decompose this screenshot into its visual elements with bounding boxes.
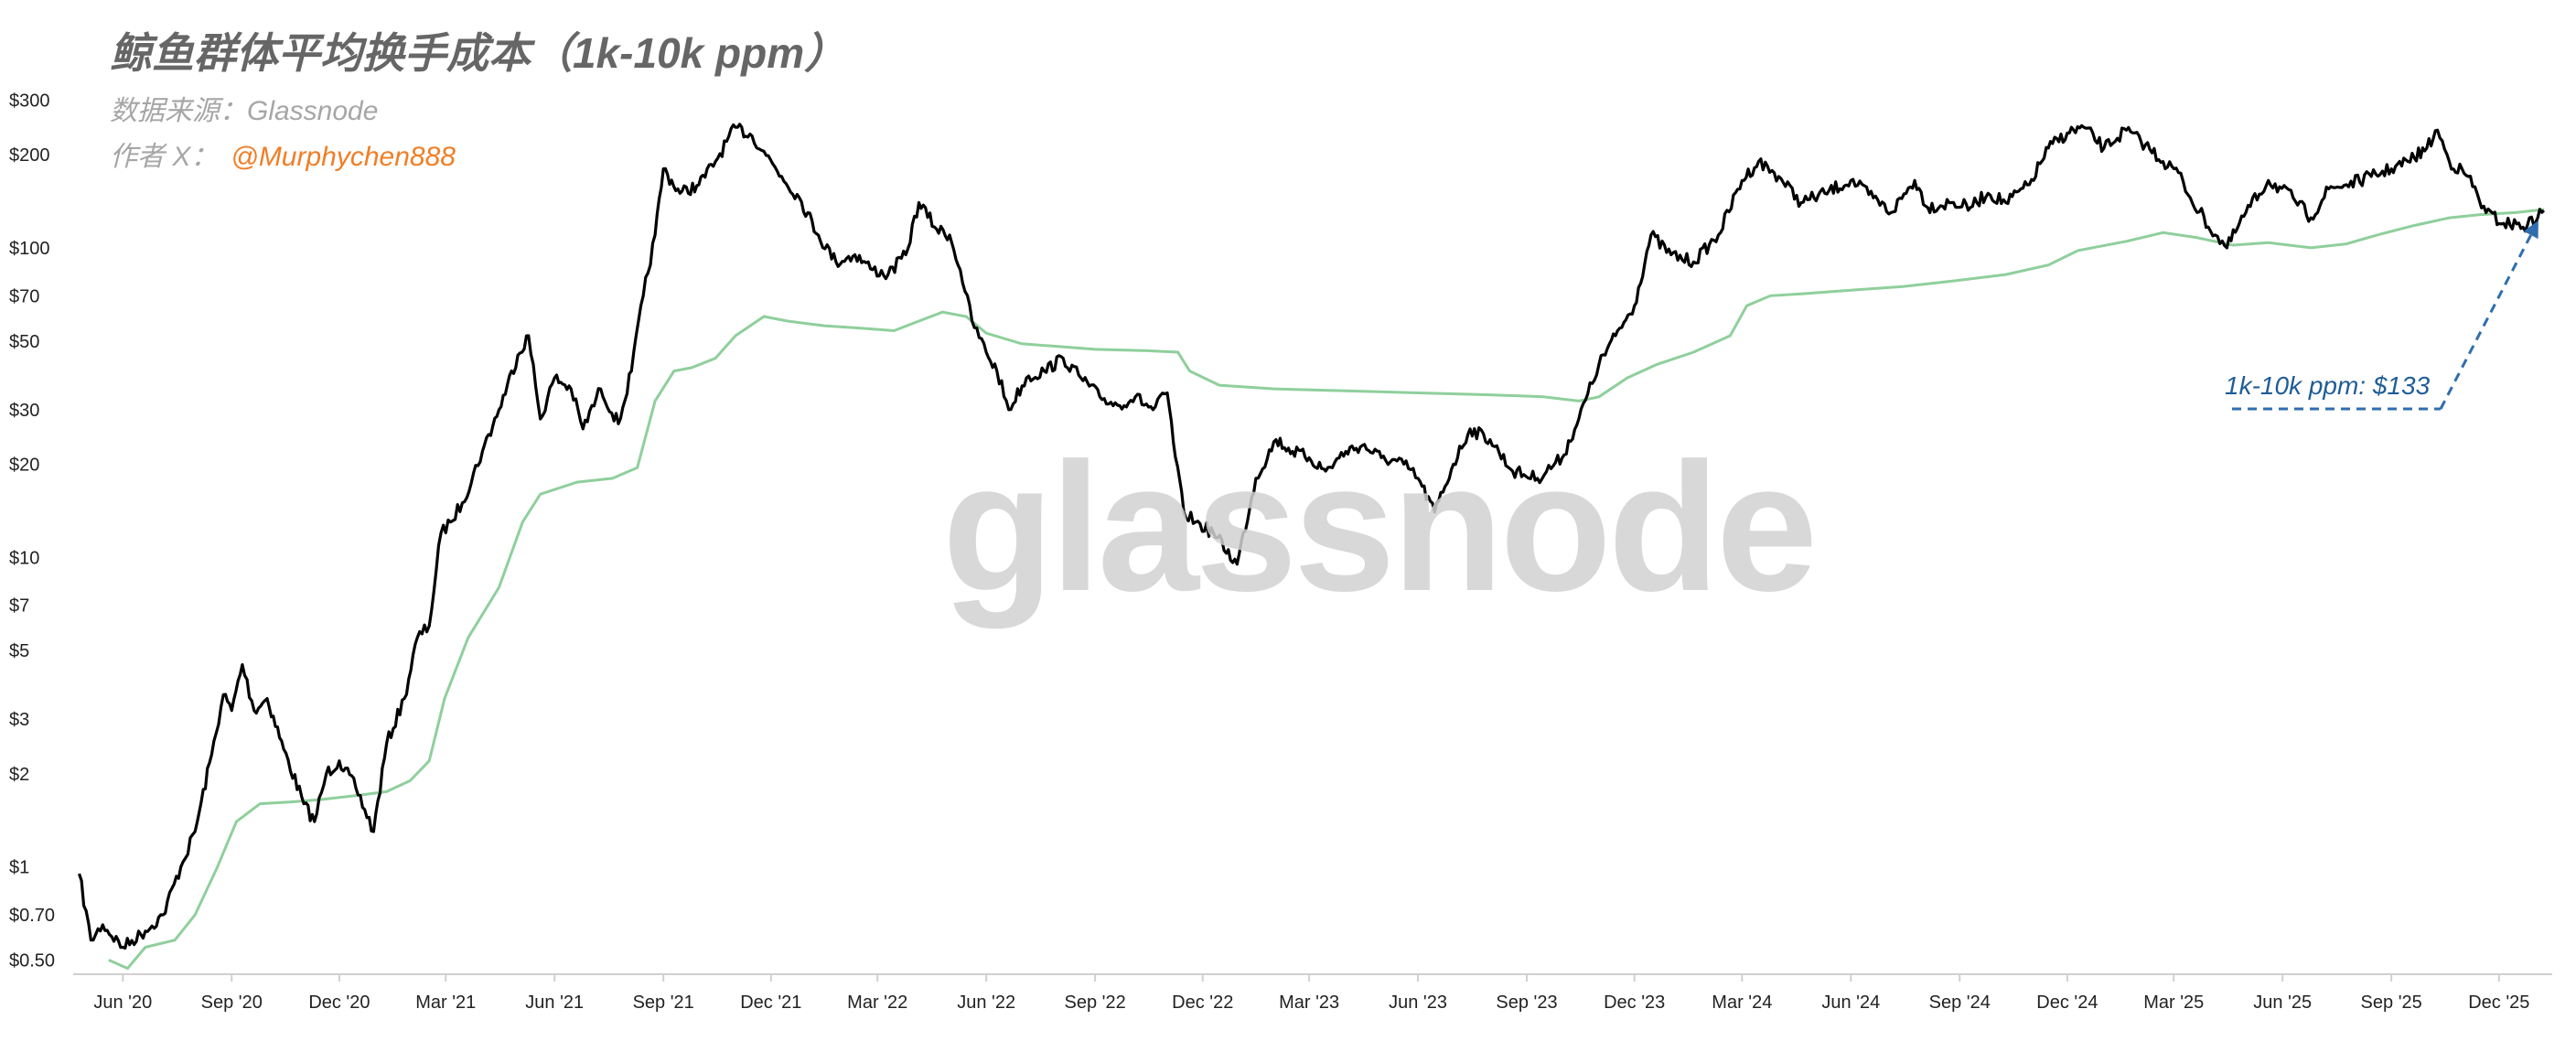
y-tick-label: $2 [9,765,29,785]
series-line-cost-basis [108,208,2545,971]
x-tick-label: Dec '22 [1172,993,1233,1013]
x-tick-label: Jun '23 [1389,993,1447,1013]
y-axis-ticks: $0.50 $0.70 $1 $2 $3 $5 $7 $10 $20 $30 $50 $70 $100 $… [9,91,55,971]
author-row: 作者 X： @Murphychen888 [110,134,456,174]
y-tick-label: $100 [9,239,50,259]
x-tick-label: Dec '23 [1604,993,1665,1013]
x-tick-label: Jun '25 [2253,993,2312,1013]
x-tick-label: Sep '23 [1496,993,1557,1013]
y-tick-label: $20 [9,455,39,475]
x-tick-label: Dec '21 [740,993,801,1013]
y-tick-label: $1 [9,858,29,878]
chart-title: 鲸鱼群体平均换手成本（1k-10k ppm） [110,29,847,77]
author-label: 作者 X： [110,142,219,172]
x-tick-label: Dec '24 [2036,993,2098,1013]
x-tick-label: Mar '23 [1279,993,1339,1013]
source-label: 数据来源：Glassnode [110,96,379,126]
x-tick-label: Jun '20 [93,993,152,1013]
y-tick-label: $30 [9,401,39,421]
x-tick-label: Dec '20 [308,993,370,1013]
y-tick-label: $10 [9,548,39,568]
y-tick-label: $0.50 [9,951,55,971]
x-tick-label: Jun '22 [957,993,1015,1013]
series-line-price [77,123,2546,950]
x-tick-label: Mar '24 [1712,993,1772,1013]
x-tick-label: Jun '24 [1821,993,1880,1013]
y-tick-label: $300 [9,91,50,111]
glassnode-watermark: glassnode [942,425,1818,629]
x-tick-label: Mar '21 [415,993,476,1013]
annotation-arrowhead [2523,220,2538,240]
x-axis-ticks: Jun '20 Sep '20 Dec '20 Mar '21 Jun '21 Sep '… [93,974,2529,1013]
x-tick-label: Sep '24 [1929,993,1991,1013]
x-tick-label: Jun '21 [525,993,584,1013]
y-tick-label: $50 [9,332,39,352]
x-tick-label: Mar '22 [847,993,907,1013]
x-tick-label: Sep '22 [1064,993,1125,1013]
x-tick-label: Sep '20 [201,993,263,1013]
y-tick-label: $70 [9,286,39,306]
y-tick-label: $7 [9,596,29,617]
annotation-label: 1k-10k ppm: $133 [2225,371,2431,400]
y-tick-label: $0.70 [9,906,55,926]
author-handle-link[interactable]: @Murphychen888 [231,142,456,172]
x-tick-label: Sep '25 [2361,993,2422,1013]
annotation-dashed-arrow [2439,231,2534,410]
x-tick-label: Mar '25 [2143,993,2204,1013]
y-tick-label: $3 [9,710,29,730]
y-tick-label: $200 [9,145,50,166]
x-tick-label: Dec '25 [2468,993,2529,1013]
y-tick-label: $5 [9,641,29,661]
x-tick-label: Sep '21 [633,993,694,1013]
